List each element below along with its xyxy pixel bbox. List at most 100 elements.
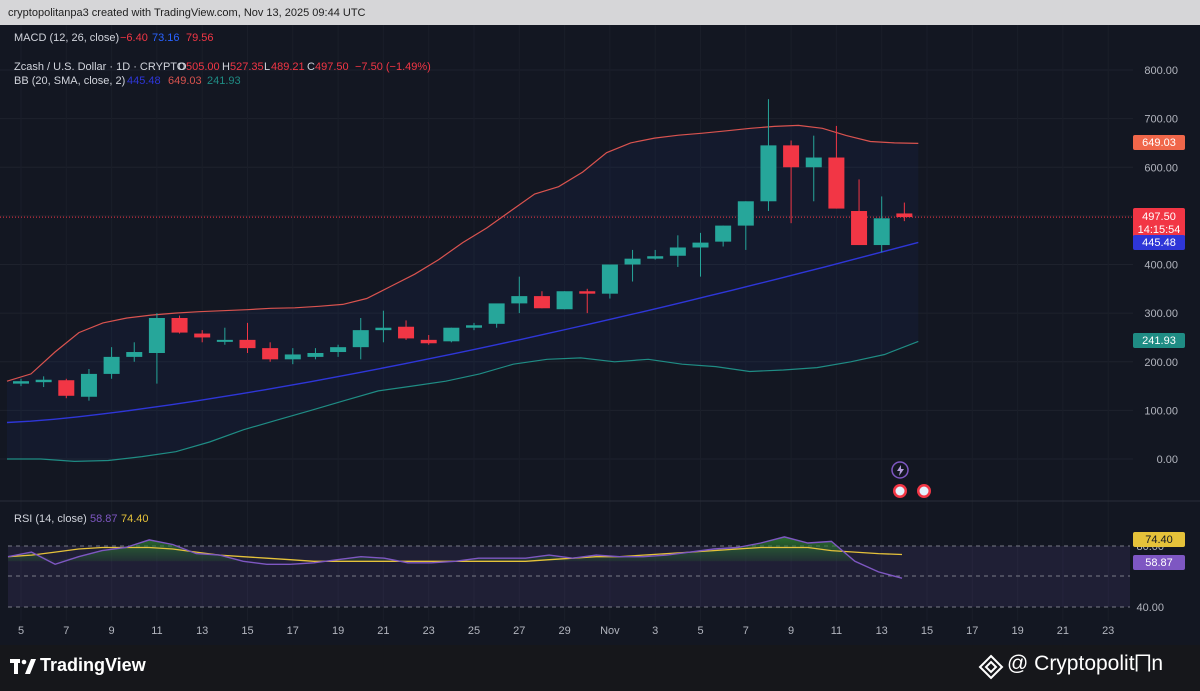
tradingview-logo-icon bbox=[10, 659, 36, 674]
candle-body bbox=[103, 356, 120, 374]
time-tick-label: 29 bbox=[558, 625, 570, 637]
candle-body bbox=[579, 291, 596, 294]
rsi-ma-badge-text: 74.40 bbox=[1145, 534, 1173, 546]
bollinger-basis-line bbox=[6, 241, 919, 424]
time-tick-label: 13 bbox=[876, 625, 888, 637]
candle-body bbox=[443, 327, 460, 342]
price-tick-label: 400.00 bbox=[1144, 260, 1178, 272]
header-text: cryptopolitanpa3 created with TradingVie… bbox=[8, 7, 366, 19]
time-tick-label: 25 bbox=[468, 625, 480, 637]
time-tick-label: 19 bbox=[332, 625, 344, 637]
price-tick-label: 0.00 bbox=[1157, 454, 1178, 466]
time-tick-label: 27 bbox=[513, 625, 525, 637]
time-axis: 5 7 9 11 13 15 17 19 21 23 25 27 29 Nov 3 5 7 9 11 13 15 17 19… bbox=[18, 625, 1114, 637]
rsi-badge-text: 58.87 bbox=[1145, 557, 1173, 569]
bollinger-lines bbox=[6, 124, 919, 463]
candle-body bbox=[58, 380, 75, 396]
candle-body bbox=[715, 225, 732, 242]
rsi-badge bbox=[1133, 555, 1185, 570]
time-tick-label: 11 bbox=[831, 625, 842, 637]
rsi-ma-badge bbox=[1133, 532, 1185, 547]
bollinger-band-area bbox=[7, 125, 919, 462]
price-axis: 800.00700.00600.00500.00400.00300.00200.… bbox=[1144, 65, 1178, 466]
close-badge-price: 497.50 bbox=[1142, 211, 1176, 223]
time-tick-label: 9 bbox=[788, 625, 794, 637]
candle-body bbox=[262, 348, 279, 360]
candle-body bbox=[171, 317, 188, 333]
macd-value-3: 79.56 bbox=[186, 32, 214, 44]
lower-band-badge bbox=[1133, 333, 1185, 348]
event-icons[interactable] bbox=[891, 461, 931, 498]
rsi-label: RSI (14, close) bbox=[14, 513, 87, 525]
binance-icon bbox=[978, 654, 1004, 680]
chart-frame[interactable]: 800.00700.00600.00500.00400.00300.00200.… bbox=[0, 25, 1200, 645]
bb-basis-value: 445.48 bbox=[127, 75, 161, 87]
macd-value-2: 73.16 bbox=[152, 32, 180, 44]
time-tick-label: 7 bbox=[63, 625, 69, 637]
price-tick-label: 100.00 bbox=[1144, 405, 1178, 417]
price-tick-label: 200.00 bbox=[1144, 357, 1178, 369]
flag-inner-1 bbox=[895, 486, 905, 496]
candle-body bbox=[805, 157, 822, 168]
candle-body bbox=[375, 327, 392, 331]
candle-body bbox=[760, 145, 777, 202]
time-tick-label: 17 bbox=[287, 625, 299, 637]
bollinger-upper-line bbox=[6, 124, 919, 382]
time-tick-label: 15 bbox=[241, 625, 253, 637]
time-tick-label: 9 bbox=[109, 625, 115, 637]
candle-body bbox=[466, 325, 482, 328]
lightning-icon[interactable] bbox=[891, 461, 909, 479]
candle-body bbox=[533, 296, 550, 309]
macd-label: MACD (12, 26, close) bbox=[14, 32, 119, 44]
time-tick-label: 21 bbox=[377, 625, 389, 637]
macd-value-1: −6.40 bbox=[120, 32, 148, 44]
rsi-tick-label: 40.00 bbox=[1136, 602, 1164, 614]
time-tick-label: 5 bbox=[697, 625, 703, 637]
candle-body bbox=[80, 373, 97, 397]
candle-body bbox=[669, 247, 686, 256]
close-badge-countdown: 14:15:54 bbox=[1138, 224, 1181, 236]
candle-body bbox=[13, 381, 29, 384]
time-tick-label: 23 bbox=[423, 625, 435, 637]
basis-badge bbox=[1133, 235, 1185, 250]
basis-badge-text: 445.48 bbox=[1142, 237, 1176, 249]
bb-lower-value: 241.93 bbox=[207, 75, 241, 87]
candle-body bbox=[148, 317, 165, 353]
candle-body bbox=[511, 296, 528, 304]
candle-body bbox=[783, 145, 800, 168]
bb-label: BB (20, SMA, close, 2) bbox=[14, 75, 125, 87]
time-tick-label: 23 bbox=[1102, 625, 1114, 637]
open-value: 505.00 bbox=[186, 61, 220, 73]
candle-body bbox=[692, 242, 709, 248]
time-tick-label: 15 bbox=[921, 625, 933, 637]
rsi-overbought-fill bbox=[8, 536, 902, 562]
price-tick-label: 800.00 bbox=[1144, 65, 1178, 77]
time-tick-label: 13 bbox=[196, 625, 208, 637]
time-tick-label: 5 bbox=[18, 625, 24, 637]
candle-body bbox=[35, 379, 52, 383]
candle-body bbox=[126, 352, 143, 357]
candle-body bbox=[851, 211, 868, 246]
candle-body bbox=[488, 303, 505, 324]
rsi-ma-value: 74.40 bbox=[121, 513, 149, 525]
candle-body bbox=[420, 339, 437, 344]
high-value: 527.35 bbox=[230, 61, 264, 73]
candle-body bbox=[307, 352, 324, 357]
bollinger-lower-line bbox=[7, 340, 919, 463]
rsi-plot bbox=[7, 536, 903, 579]
price-tick-label: 700.00 bbox=[1144, 114, 1178, 126]
lower-band-badge-text: 241.93 bbox=[1142, 335, 1176, 347]
close-label: C bbox=[307, 61, 315, 73]
bollinger-fill bbox=[7, 125, 919, 462]
upper-band-badge-text: 649.03 bbox=[1142, 137, 1176, 149]
time-tick-label: 11 bbox=[151, 625, 162, 637]
time-tick-label: 3 bbox=[652, 625, 658, 637]
price-chart[interactable]: 800.00700.00600.00500.00400.00300.00200.… bbox=[0, 25, 1200, 645]
symbol-name: Zcash / U.S. Dollar · 1D · CRYPTO bbox=[14, 61, 186, 73]
candle-body bbox=[624, 258, 641, 265]
candle-body bbox=[216, 339, 233, 342]
candle-body bbox=[398, 326, 415, 339]
flag-inner-2 bbox=[919, 486, 929, 496]
header-bar: cryptopolitanpa3 created with TradingVie… bbox=[0, 0, 1200, 25]
candle-body bbox=[556, 291, 573, 310]
